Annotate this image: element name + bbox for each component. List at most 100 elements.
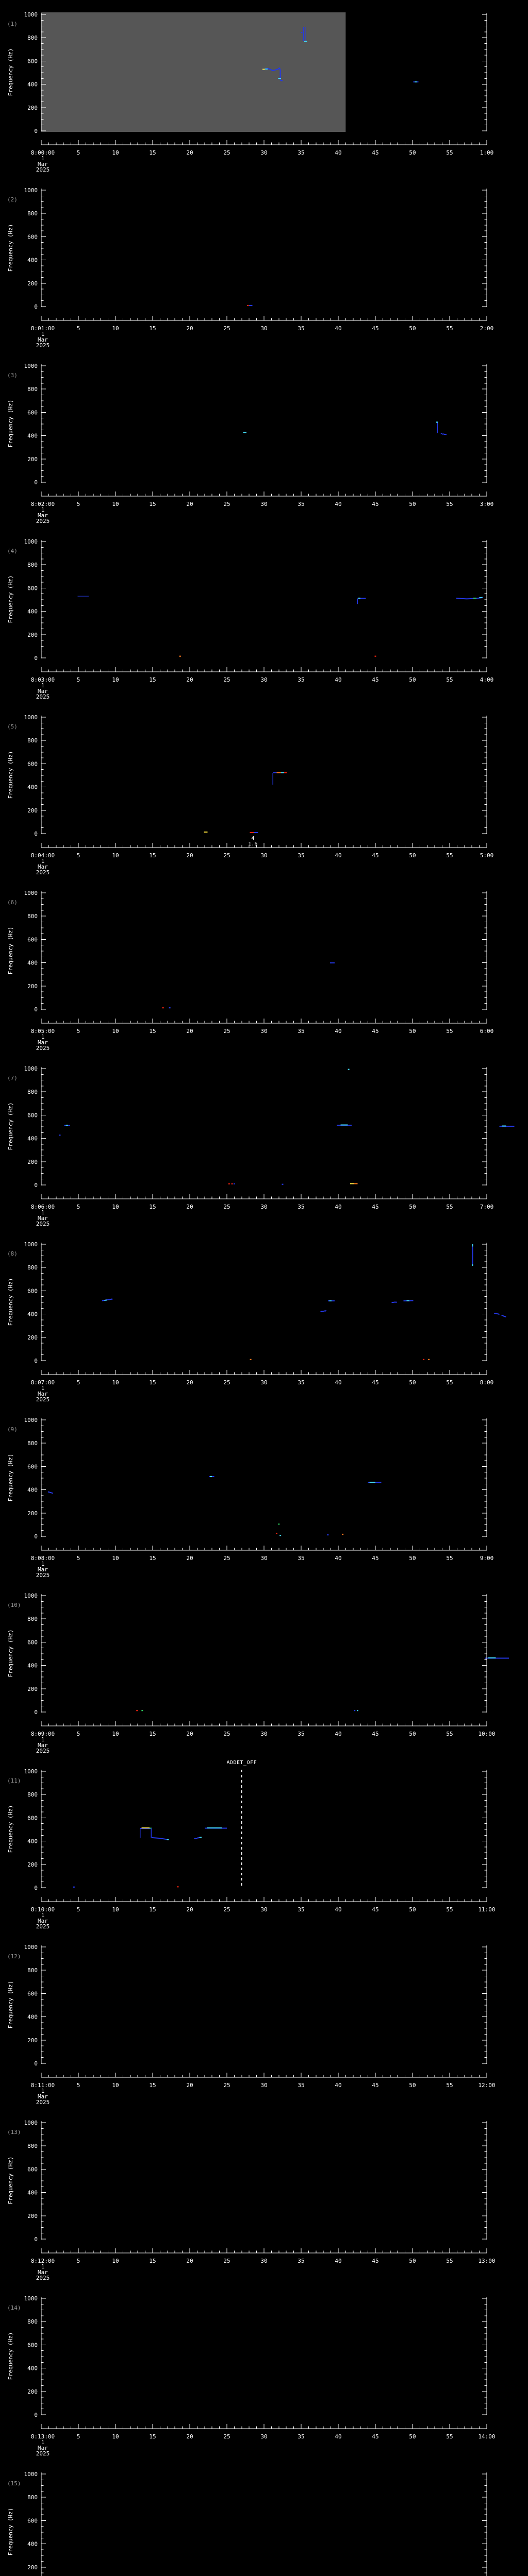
y-tick-label: 1000: [24, 1417, 38, 1423]
y-tick-label: 1000: [24, 890, 38, 896]
x-start-label: 8:10:00: [31, 1906, 55, 1913]
x-tick-label: 15: [149, 1555, 156, 1562]
y-tick-label: 600: [27, 1287, 38, 1294]
x-tick-label: 45: [372, 149, 378, 156]
y-tick-label: 400: [27, 2365, 38, 2372]
y-tick-label: 0: [34, 1533, 38, 1540]
x-tick-label: 35: [298, 1379, 304, 1386]
x-tick-label: 25: [223, 1204, 230, 1210]
x-start-label: 8:03:00: [31, 676, 55, 683]
date-line: 2025: [36, 2099, 50, 2106]
y-tick-label: 1000: [24, 2295, 38, 2302]
panel-background: [0, 527, 528, 703]
x-tick-label: 25: [223, 1731, 230, 1737]
y-axis-title: Frequency (Hz): [7, 2332, 14, 2380]
signal-dot: [228, 1183, 230, 1184]
signal-mark: [494, 1312, 500, 1315]
panel-background: [0, 703, 528, 878]
date-line: 2025: [36, 693, 50, 700]
x-tick-label: 20: [186, 1906, 193, 1913]
x-end-label: 7:00: [480, 1204, 494, 1210]
y-tick-label: 800: [27, 386, 38, 393]
y-axis-title: Frequency (Hz): [7, 1630, 14, 1677]
x-start-label: 8:13:00: [31, 2433, 55, 2440]
y-tick-label: 0: [34, 2060, 38, 2067]
signal-dot: [250, 1359, 252, 1360]
panel-background: [0, 176, 528, 351]
x-tick-label: 10: [112, 501, 119, 507]
x-tick-label: 30: [260, 2433, 267, 2440]
date-line: 1: [41, 506, 45, 513]
x-tick-label: 20: [186, 676, 193, 683]
y-tick-label: 200: [27, 1334, 38, 1341]
x-tick-label: 15: [149, 852, 156, 859]
x-end-label: 3:00: [480, 501, 494, 507]
x-tick-label: 50: [409, 1906, 416, 1913]
date-line: 1: [41, 155, 45, 162]
signal-dot: [169, 1007, 171, 1009]
x-start-label: 8:01:00: [31, 325, 55, 332]
y-tick-label: 0: [34, 1006, 38, 1013]
signal-dot: [233, 1183, 235, 1184]
x-tick-label: 50: [409, 2433, 416, 2440]
date-line: Mar: [38, 512, 48, 519]
sub-annotation: 1.6: [248, 841, 257, 847]
signal-dot: [348, 1069, 350, 1070]
y-tick-label: 200: [27, 807, 38, 814]
y-tick-label: 0: [34, 2236, 38, 2243]
y-tick-label: 800: [27, 1264, 38, 1271]
panel-background: [0, 1581, 528, 1757]
date-line: Mar: [38, 161, 48, 167]
y-tick-label: 1000: [24, 187, 38, 194]
x-tick-label: 40: [335, 1555, 341, 1562]
x-tick-label: 10: [112, 1028, 119, 1035]
y-tick-label: 400: [27, 2014, 38, 2021]
y-tick-label: 600: [27, 760, 38, 767]
date-line: Mar: [38, 1215, 48, 1222]
y-axis-title: Frequency (Hz): [7, 48, 14, 96]
date-line: 1: [41, 2439, 45, 2446]
signal-dot: [141, 1710, 143, 1711]
spectrogram-panel-15: 020040060080010005101520253035404550558:…: [0, 2460, 528, 2576]
x-tick-label: 10: [112, 149, 119, 156]
x-tick-label: 40: [335, 501, 341, 507]
y-axis-title: Frequency (Hz): [7, 400, 14, 448]
x-end-label: 9:00: [480, 1555, 494, 1562]
signal-dot: [374, 655, 376, 657]
panel-background: [0, 2108, 528, 2284]
x-tick-label: 20: [186, 149, 193, 156]
x-tick-label: 55: [446, 2082, 453, 2089]
x-tick-label: 30: [260, 1731, 267, 1737]
x-tick-label: 10: [112, 2433, 119, 2440]
signal-dot: [301, 32, 303, 33]
x-tick-label: 20: [186, 852, 193, 859]
panel-number: (5): [7, 723, 18, 730]
y-tick-label: 1000: [24, 1592, 38, 1599]
y-tick-label: 0: [34, 655, 38, 662]
x-tick-label: 25: [223, 2258, 230, 2264]
x-tick-label: 25: [223, 325, 230, 332]
date-line: Mar: [38, 1742, 48, 1749]
panel-background: [0, 878, 528, 1054]
x-start-label: 8:07:00: [31, 1379, 55, 1386]
panel-number: (2): [7, 196, 18, 203]
y-tick-label: 1000: [24, 714, 38, 721]
x-tick-label: 25: [223, 1379, 230, 1386]
x-end-label: 5:00: [480, 852, 494, 859]
x-tick-label: 15: [149, 676, 156, 683]
y-tick-label: 0: [34, 1885, 38, 1891]
y-tick-label: 1000: [24, 1241, 38, 1248]
y-tick-label: 200: [27, 632, 38, 638]
x-tick-label: 15: [149, 1731, 156, 1737]
x-tick-label: 10: [112, 1204, 119, 1210]
x-tick-label: 20: [186, 2082, 193, 2089]
x-tick-label: 25: [223, 2433, 230, 2440]
x-tick-label: 5: [77, 501, 80, 507]
signal-dot: [282, 1183, 284, 1185]
y-axis-title: Frequency (Hz): [7, 927, 14, 975]
date-line: Mar: [38, 688, 48, 694]
